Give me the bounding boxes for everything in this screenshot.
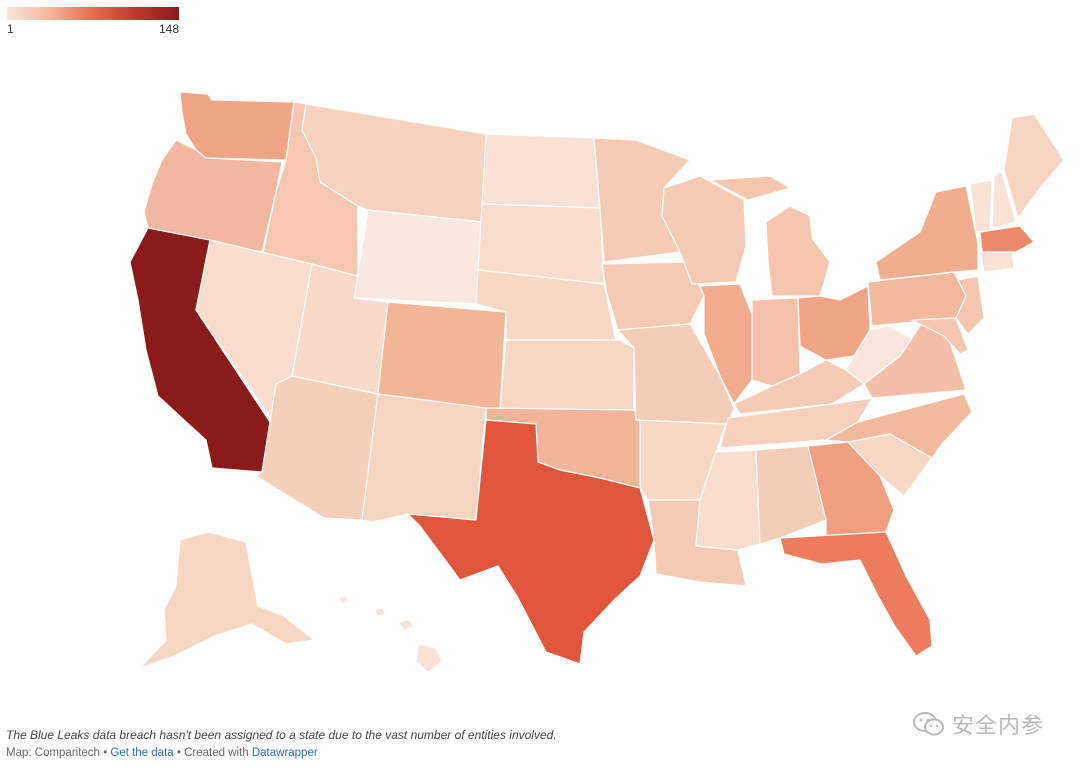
watermark: 安全内参 xyxy=(912,708,1044,740)
state-nm[interactable] xyxy=(361,393,487,523)
credits-line: Map: Comparitech • Get the data • Create… xyxy=(6,747,318,759)
legend-gradient xyxy=(7,7,179,20)
state-wa[interactable] xyxy=(179,91,295,161)
watermark-text: 安全内参 xyxy=(951,714,1044,739)
source-text: Map: Comparitech • xyxy=(6,747,111,759)
state-wv[interactable] xyxy=(845,325,913,385)
state-md[interactable] xyxy=(911,317,969,355)
state-vt[interactable] xyxy=(969,179,993,233)
legend-max: 148 xyxy=(158,22,179,36)
state-az[interactable] xyxy=(255,375,379,521)
datawrapper-link[interactable]: Datawrapper xyxy=(251,747,318,759)
state-in[interactable] xyxy=(751,297,801,387)
state-nc[interactable] xyxy=(825,393,973,459)
state-me[interactable] xyxy=(1003,113,1065,219)
state-nh[interactable] xyxy=(991,171,1017,229)
state-ks[interactable] xyxy=(499,339,635,411)
legend-min: 1 xyxy=(7,22,14,36)
us-choropleth-map xyxy=(129,91,1065,673)
color-legend: 1 148 xyxy=(7,7,179,36)
state-mi[interactable] xyxy=(709,175,831,297)
state-co[interactable] xyxy=(377,301,507,411)
state-nd[interactable] xyxy=(481,133,601,209)
state-fl[interactable] xyxy=(779,531,933,657)
state-al[interactable] xyxy=(755,445,827,545)
state-nj[interactable] xyxy=(955,275,985,335)
created-with-text: • Created with xyxy=(173,747,252,759)
state-wy[interactable] xyxy=(353,209,483,305)
state-mo[interactable] xyxy=(617,323,735,425)
footnote: The Blue Leaks data breach hasn't been a… xyxy=(6,728,557,742)
get-data-link[interactable]: Get the data xyxy=(110,747,174,759)
state-tx[interactable] xyxy=(407,419,655,665)
wechat-icon xyxy=(912,712,944,736)
state-ak[interactable] xyxy=(139,531,315,669)
state-ny[interactable] xyxy=(875,185,979,281)
state-hi[interactable] xyxy=(337,595,443,673)
state-ma[interactable] xyxy=(979,225,1035,253)
state-wi[interactable] xyxy=(661,175,747,285)
legend-labels: 1 148 xyxy=(7,22,179,36)
